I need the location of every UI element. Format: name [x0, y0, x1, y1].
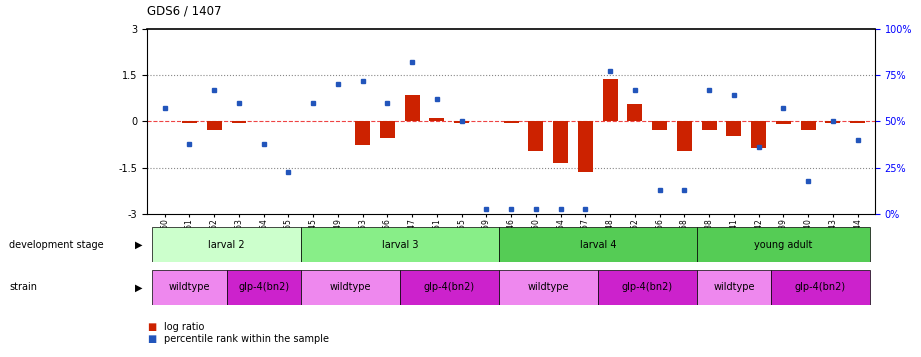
- Bar: [602, 79, 618, 121]
- Bar: [752, 121, 766, 148]
- Text: glp-4(bn2): glp-4(bn2): [795, 282, 846, 292]
- Text: glp-4(bn2): glp-4(bn2): [622, 282, 673, 292]
- Text: GDS6 / 1407: GDS6 / 1407: [147, 5, 222, 18]
- Text: wildtype: wildtype: [330, 282, 371, 292]
- Bar: [727, 121, 741, 136]
- Bar: [227, 270, 301, 305]
- Bar: [578, 121, 593, 172]
- Text: larval 4: larval 4: [579, 240, 616, 250]
- Bar: [825, 121, 840, 123]
- Text: larval 2: larval 2: [208, 240, 245, 250]
- Bar: [206, 121, 222, 130]
- Bar: [231, 121, 246, 123]
- Text: glp-4(bn2): glp-4(bn2): [239, 282, 289, 292]
- Text: wildtype: wildtype: [528, 282, 569, 292]
- Bar: [800, 121, 816, 130]
- Bar: [677, 121, 692, 151]
- Bar: [776, 121, 791, 124]
- Text: wildtype: wildtype: [713, 282, 754, 292]
- Bar: [652, 121, 667, 130]
- Bar: [499, 227, 697, 262]
- Bar: [404, 95, 420, 121]
- Bar: [429, 118, 444, 121]
- Bar: [598, 270, 697, 305]
- Bar: [301, 270, 400, 305]
- Text: glp-4(bn2): glp-4(bn2): [424, 282, 475, 292]
- Text: ▶: ▶: [135, 282, 143, 292]
- Bar: [356, 121, 370, 145]
- Text: ■: ■: [147, 334, 157, 344]
- Text: strain: strain: [9, 282, 37, 292]
- Bar: [850, 121, 865, 123]
- Bar: [554, 121, 568, 163]
- Text: percentile rank within the sample: percentile rank within the sample: [164, 334, 329, 344]
- Bar: [504, 121, 519, 123]
- Bar: [152, 227, 301, 262]
- Bar: [400, 270, 499, 305]
- Text: young adult: young adult: [754, 240, 812, 250]
- Bar: [380, 121, 395, 139]
- Text: development stage: development stage: [9, 240, 104, 250]
- Bar: [529, 121, 543, 151]
- Bar: [771, 270, 870, 305]
- Bar: [702, 121, 717, 130]
- Bar: [182, 121, 197, 123]
- Text: ▶: ▶: [135, 240, 143, 250]
- Text: larval 3: larval 3: [381, 240, 418, 250]
- Bar: [697, 270, 771, 305]
- Text: ■: ■: [147, 322, 157, 332]
- Bar: [454, 121, 469, 123]
- Bar: [152, 270, 227, 305]
- Bar: [301, 227, 499, 262]
- Bar: [627, 104, 642, 121]
- Text: log ratio: log ratio: [164, 322, 204, 332]
- Text: wildtype: wildtype: [169, 282, 210, 292]
- Bar: [697, 227, 870, 262]
- Bar: [499, 270, 598, 305]
